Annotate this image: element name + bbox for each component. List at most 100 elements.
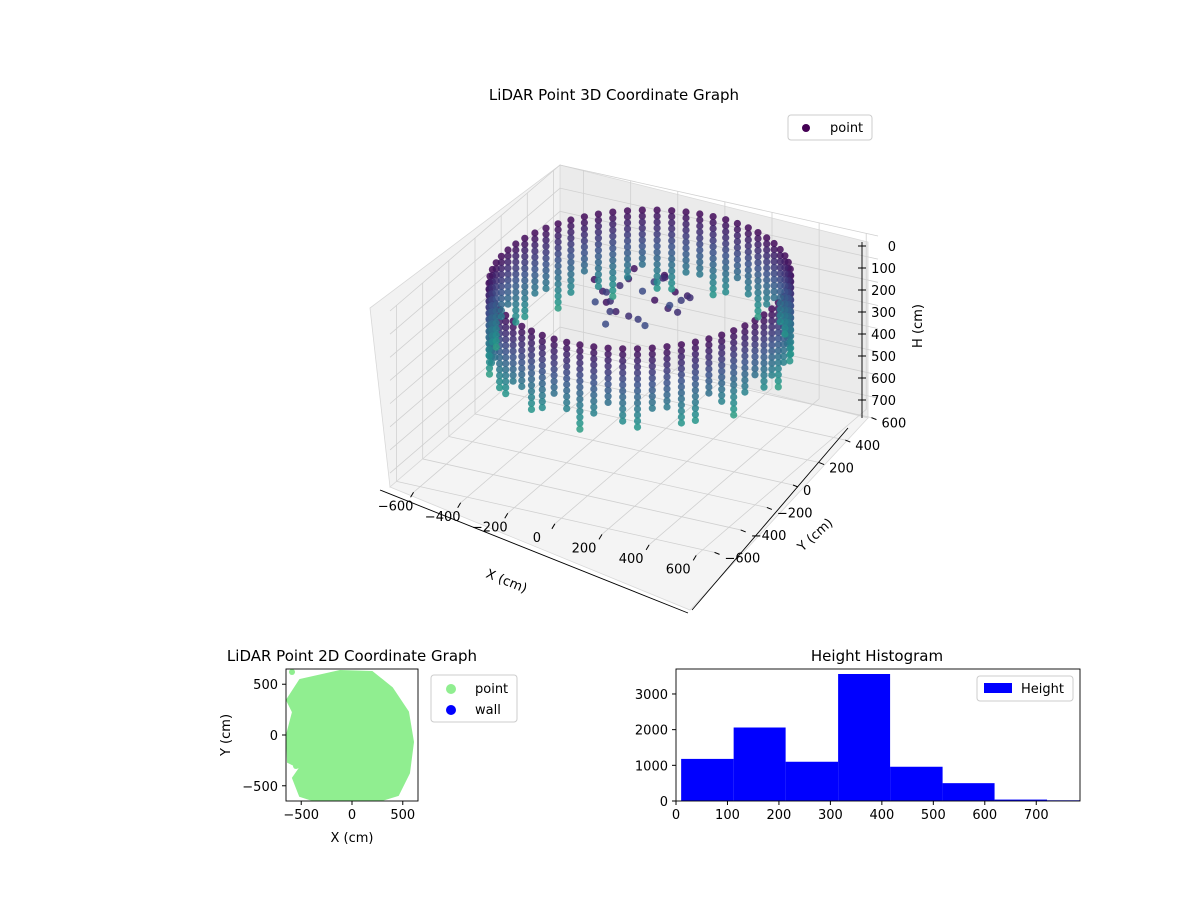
- point-cloud-2d: [286, 669, 415, 801]
- chart-histogram: Height Histogram 0 100 200 300 400 500 600 7000…: [635, 647, 1081, 823]
- grid-line-z: [389, 164, 879, 312]
- point-3d: [653, 266, 661, 274]
- point-3d: [594, 252, 603, 260]
- y-tick-label-hist: 2000: [635, 724, 668, 739]
- point-3d: [638, 212, 646, 220]
- z-tick-label: 700: [871, 394, 896, 409]
- point-3d: [696, 258, 704, 266]
- point-3d: [730, 363, 738, 371]
- point-3d: [709, 285, 717, 293]
- point-3d: [682, 268, 690, 276]
- point-3d: [760, 311, 768, 319]
- point-3d: [492, 325, 500, 333]
- point-3d: [776, 288, 784, 296]
- point-3d: [604, 362, 612, 370]
- point-3d: [754, 253, 762, 261]
- x-tick-label-hist: 100: [715, 808, 740, 823]
- point-3d: [521, 264, 529, 272]
- point-3d: [619, 405, 627, 413]
- point-3d: [496, 360, 504, 368]
- point-3d: [576, 389, 584, 397]
- z-tick-label: 400: [871, 328, 896, 343]
- plot-frame-histogram: [675, 668, 1081, 802]
- point-3d: [730, 333, 738, 341]
- point-3d: [730, 345, 738, 353]
- point-3d: [550, 365, 558, 373]
- point-3d: [718, 367, 726, 375]
- point-3d: [760, 317, 768, 325]
- point-3d: [509, 353, 517, 361]
- point-3d: [691, 416, 700, 424]
- point-3d: [512, 270, 520, 278]
- point-3d: [663, 373, 671, 381]
- point-3d: [497, 252, 505, 260]
- point-3d: [518, 352, 526, 360]
- point-3d: [538, 373, 546, 382]
- y-tick-mark: [818, 462, 825, 466]
- point-3d: [663, 397, 671, 405]
- point-3d: [730, 351, 738, 359]
- point-3d: [492, 301, 500, 309]
- point-3d: [542, 278, 550, 286]
- point-3d: [751, 323, 759, 331]
- point-3d: [691, 362, 700, 370]
- point-3d: [630, 265, 638, 273]
- point-3d: [531, 283, 539, 291]
- x-tick-label: 400: [619, 552, 644, 567]
- point-3d: [619, 357, 627, 365]
- point-3d: [576, 347, 584, 355]
- point-3d: [509, 377, 517, 385]
- point-3d: [663, 385, 671, 393]
- point-3d: [567, 222, 575, 230]
- point-3d: [502, 323, 510, 331]
- point-3d: [668, 285, 676, 293]
- point-3d: [623, 243, 632, 251]
- point-3d: [567, 270, 575, 278]
- point-3d: [770, 245, 778, 254]
- point-3d: [563, 344, 571, 352]
- point-3d: [653, 272, 661, 280]
- x-tick-mark: [457, 502, 462, 509]
- point-3d: [718, 379, 726, 387]
- y-tick-label: 600: [881, 417, 906, 432]
- point-3d: [527, 327, 536, 335]
- point-3d: [521, 246, 529, 254]
- point-3d: [776, 270, 784, 278]
- point-3d: [580, 255, 589, 263]
- point-3d: [677, 389, 686, 397]
- point-3d: [648, 386, 656, 394]
- point-3d: [733, 238, 742, 246]
- y-tick-mark: [714, 551, 720, 555]
- point-3d: [730, 399, 738, 407]
- ticks-2d: −500 0 500 −500 0 500: [242, 678, 415, 823]
- point-3d: [677, 353, 686, 361]
- point-3d: [754, 241, 762, 249]
- point-3d: [682, 262, 690, 270]
- point-3d: [668, 213, 676, 221]
- point-3d: [722, 288, 730, 296]
- point-3d: [709, 213, 717, 221]
- point-3d: [531, 259, 539, 267]
- point-3d: [509, 347, 517, 355]
- point-3d: [492, 289, 500, 297]
- point-3d: [485, 370, 494, 378]
- point-3d: [492, 277, 500, 285]
- point-3d: [502, 335, 510, 344]
- point-3d: [648, 398, 656, 406]
- point-3d: [554, 298, 562, 306]
- point-3d: [754, 289, 762, 297]
- y-tick-label-hist: 3000: [635, 688, 668, 703]
- point-3d: [550, 383, 558, 391]
- point-3d: [682, 250, 690, 258]
- point-3d: [497, 264, 505, 272]
- point-3d: [563, 368, 571, 376]
- point-3d: [787, 350, 795, 358]
- point-3d: [638, 224, 646, 232]
- point-3d: [666, 301, 674, 309]
- point-3d: [770, 288, 778, 296]
- point-3d: [691, 398, 700, 406]
- point-3d: [619, 375, 627, 383]
- point-3d: [633, 345, 642, 353]
- point-3d: [509, 365, 517, 373]
- point-3d: [741, 346, 749, 354]
